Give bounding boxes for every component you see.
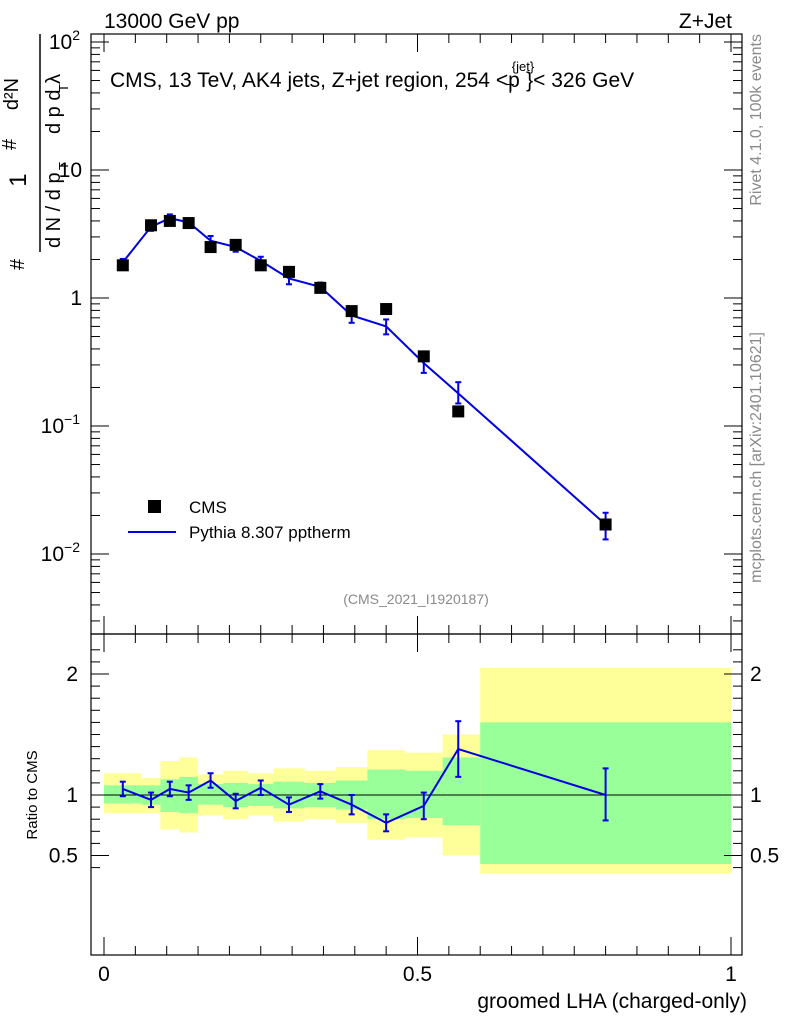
mc-line [122,217,607,526]
ratio-xtick-label: 0.5 [403,963,432,986]
ratio-line [122,747,606,824]
chart-title: CMS, 13 TeV, AK4 jets, Z+jet region, 254… [110,59,634,96]
ratio-ytick-label-right: 1 [750,784,762,807]
top-ytick-exp: 2 [72,27,80,43]
ratio-ytick-label-left: 1 [66,784,78,807]
legend-label-mc: Pythia 8.307 pptherm [189,523,351,542]
cms-data-point [417,350,430,363]
top-ytick-exp: −2 [64,539,80,555]
ylabel-d2N: d²N [1,78,23,110]
legend-label-cms: CMS [189,498,227,517]
chart-title-end: }< 326 GeV [526,69,634,92]
top-ylabel: # 1 d N / d p T # d²N d p d λ T [0,34,71,270]
cms-data-point [314,281,327,294]
chart-title-sub: T [506,81,514,96]
ratio-ticks [91,634,742,955]
ratio-xtick-label: 1 [725,963,737,986]
top-ytick-label: 10−1 [41,411,81,438]
main-plot-ticks [91,34,742,634]
ratio-ylabel: Ratio to CMS [24,750,41,839]
top-ytick-base: 10 [49,31,72,54]
green-band-bin [442,757,481,826]
chart-title-main: CMS, 13 TeV, AK4 jets, Z+jet region, 254… [110,69,520,92]
mcplots-label: mcplots.cern.ch [arXiv:2401.10621] [748,332,765,583]
cms-data-point [204,241,217,254]
top-ytick-label: 10 [59,159,82,182]
cms-data-point [254,259,267,272]
top-ytick-base: 10 [41,543,64,566]
uncertainty-bands [104,667,731,874]
ylabel-one: 1 [5,173,32,186]
ratio-series [122,747,606,824]
ratio-ytick-label-left: 2 [66,663,78,686]
ylabel-hash-2: # [0,138,21,150]
ratio-ytick-labels: 0.5 0.5 1 1 2 2 [49,663,779,868]
cms-data-point [145,219,158,232]
top-ytick-label: 10−2 [41,539,81,566]
mc-error-bars [119,213,609,541]
ylabel-dN: d N / d p [43,172,65,248]
top-ytick-label: 102 [49,27,80,54]
cms-data-point [282,265,295,278]
ratio-ytick-label-right: 2 [750,663,762,686]
xlabel: groomed LHA (charged-only) [477,990,747,1013]
legend: CMS Pythia 8.307 pptherm [128,498,351,542]
ratio-xtick-labels: 0 0.5 1 [98,963,737,986]
header-right: Z+Jet [679,10,732,33]
ratio-error-bars [119,720,609,833]
ratio-panel: 0.5 0.51 12 2 0 0.5 1 Ratio to CMS groomed LH… [24,633,779,1013]
cms-data-point [452,405,465,418]
green-band-bin [198,784,224,805]
main-plot-frame [90,33,743,635]
cms-data-point [345,305,358,318]
ylabel-T-sub-2: T [56,84,71,92]
cms-data-point [163,214,176,227]
mc-series [122,217,607,526]
header-left: 13000 GeV pp [104,10,239,33]
ratio-ytick-label-left: 0.5 [49,845,78,868]
top-ytick-base: 10 [41,415,64,438]
top-ytick-exp: −1 [64,411,80,427]
ylabel-hash-1: # [7,258,29,270]
ratio-ytick-label-right: 0.5 [750,845,779,868]
top-ytick-label: 1 [70,287,82,310]
rivet-label: Rivet 4.1.0, 100k events [748,34,765,206]
ylabel-T-sub: T [56,162,71,170]
analysis-tag: (CMS_2021_I1920187) [343,591,489,607]
chart-title-sup: {jet} [512,59,535,74]
cms-data-point [182,217,195,230]
green-band-bin [367,769,405,820]
cms-data-point [229,238,242,251]
ylabel-dpT-dlambda: d p d λ [43,74,65,134]
data-markers [116,214,612,531]
legend-marker-cms [148,500,161,513]
cms-data-point [116,259,129,272]
cms-data-point [599,518,612,531]
cms-data-point [380,303,393,316]
ratio-xtick-label: 0 [98,963,110,986]
